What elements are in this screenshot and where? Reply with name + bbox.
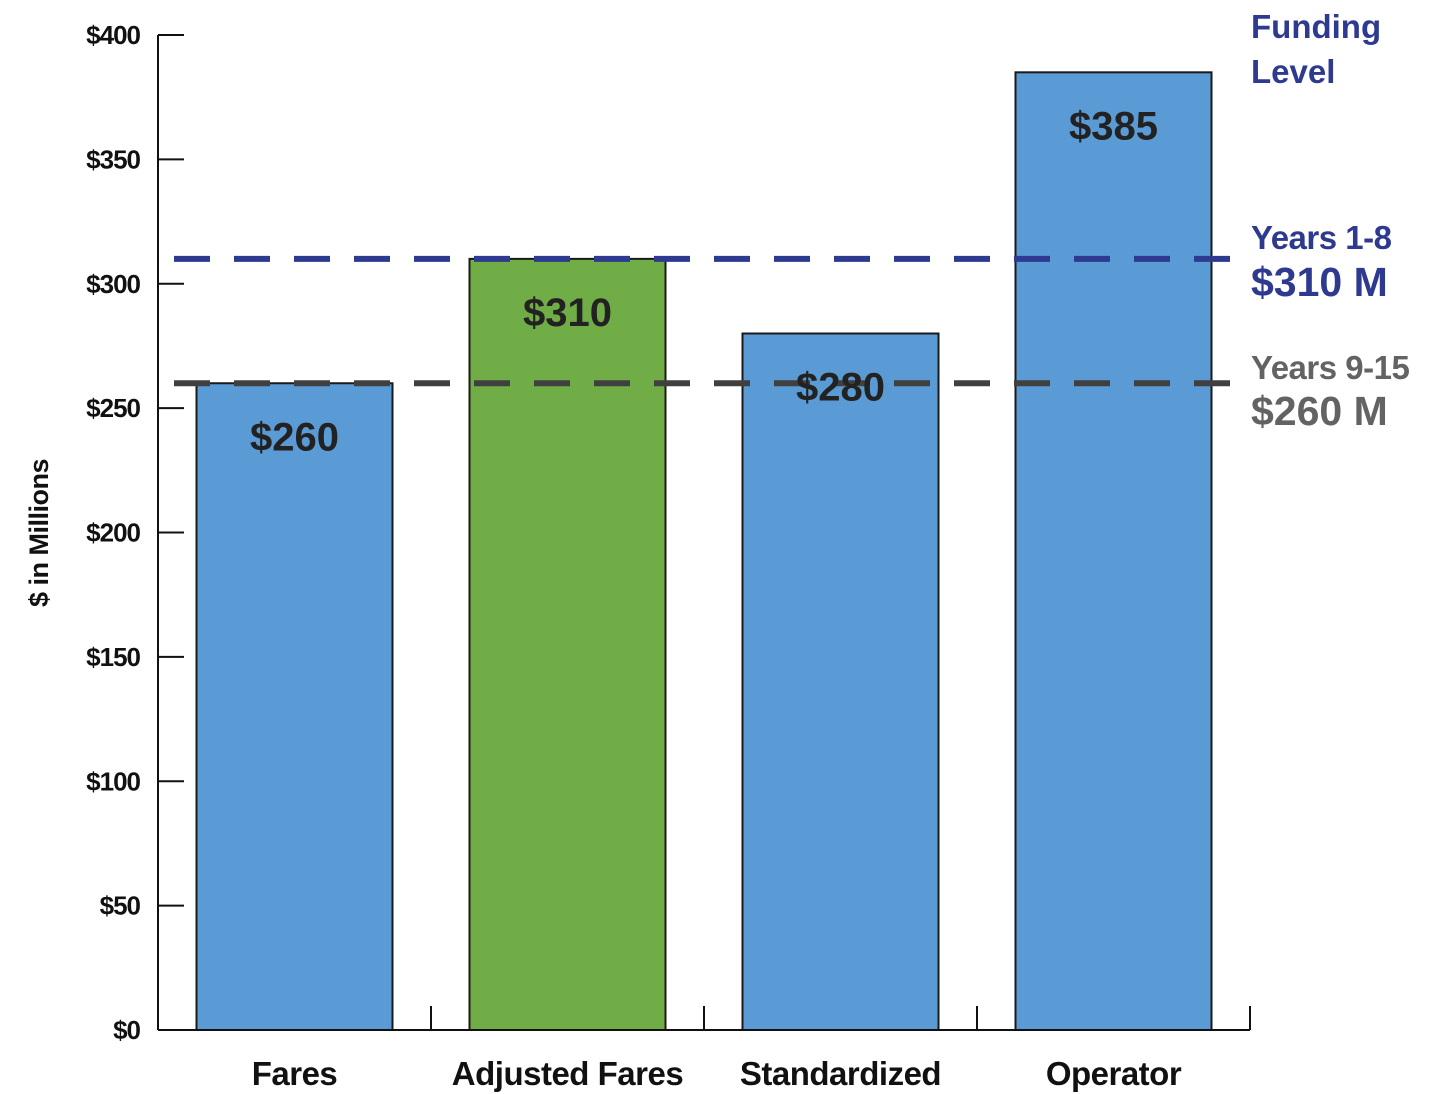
y-tick-label: $350 bbox=[86, 144, 140, 174]
bar-value-label: $385 bbox=[1069, 104, 1158, 148]
bars-layer bbox=[195, 71, 1213, 1031]
labels-layer: $0 $50 $100 $150 $200 $250 $300 $350 $400 Fares $2… bbox=[86, 20, 1182, 1092]
x-category-label: Operator bbox=[1046, 1055, 1182, 1092]
reference-line-label-years-1-8: Years 1-8 bbox=[1251, 219, 1392, 256]
y-tick-label: $50 bbox=[100, 891, 141, 921]
reference-line-amount-260: $260 M bbox=[1251, 388, 1388, 434]
x-category-label: Standardized bbox=[740, 1055, 941, 1092]
y-tick-label: $400 bbox=[86, 20, 140, 50]
reference-line-amount-310: $310 M bbox=[1251, 259, 1388, 305]
bar-operator bbox=[1014, 71, 1213, 1031]
y-tick-label: $100 bbox=[86, 766, 140, 796]
funding-level-title-line-2: Level bbox=[1251, 53, 1335, 90]
bar-value-label: $310 bbox=[523, 291, 612, 335]
axes-layer bbox=[157, 34, 1251, 1031]
y-tick-label: $0 bbox=[113, 1015, 140, 1045]
y-tick-label: $250 bbox=[86, 393, 140, 423]
bar-value-label: $260 bbox=[250, 415, 339, 459]
y-axis-title: $ in Millions bbox=[24, 459, 54, 607]
bar-adjusted-fares bbox=[468, 257, 667, 1031]
y-tick-label: $150 bbox=[86, 642, 140, 672]
reference-line-label-years-9-15: Years 9-15 bbox=[1251, 349, 1409, 386]
bar-value-label: $280 bbox=[796, 366, 885, 410]
y-tick-label: $300 bbox=[86, 269, 140, 299]
funding-level-title-line-1: Funding bbox=[1251, 8, 1381, 45]
x-category-label: Adjusted Fares bbox=[452, 1055, 683, 1092]
bar-standardized bbox=[741, 332, 940, 1031]
x-category-label: Fares bbox=[252, 1055, 338, 1092]
y-tick-label: $200 bbox=[86, 518, 140, 548]
bar-fares bbox=[195, 382, 394, 1031]
